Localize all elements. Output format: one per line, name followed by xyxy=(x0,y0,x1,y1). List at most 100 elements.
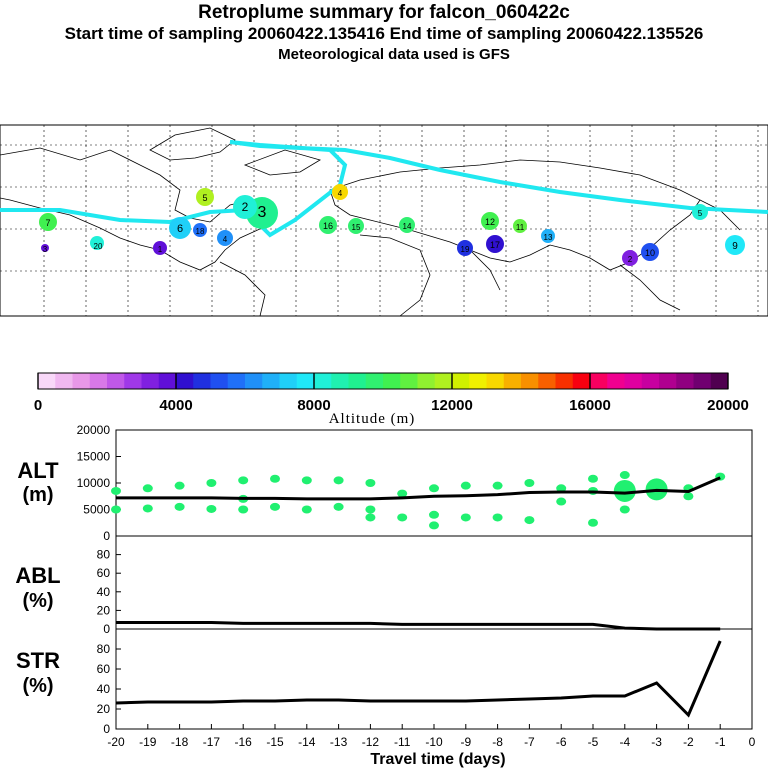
trajectory-cluster: 14 xyxy=(399,217,415,233)
colorbar-swatch xyxy=(365,373,384,389)
trajectory-cluster: 11 xyxy=(513,219,527,233)
colorbar-swatch xyxy=(434,373,453,389)
trajectory-cluster: 7 xyxy=(39,213,57,231)
trajectory-cluster: 5 xyxy=(692,204,708,220)
x-tick-label: -12 xyxy=(362,735,380,749)
str-unit: (%) xyxy=(22,675,53,697)
series-line xyxy=(116,620,721,631)
colorbar-swatch xyxy=(89,373,108,389)
y-tick-label: 60 xyxy=(97,662,111,676)
cluster-marker xyxy=(481,212,499,230)
colorbar-swatch xyxy=(572,373,591,389)
colorbar-tick-label: 8000 xyxy=(297,397,330,414)
y-tick-label: 80 xyxy=(97,548,111,562)
alt-scatter-point xyxy=(429,484,439,493)
x-tick-label: -4 xyxy=(619,735,630,749)
cluster-label: 12 xyxy=(485,217,495,227)
x-tick-label: -17 xyxy=(203,735,221,749)
trajectory-cluster: 4 xyxy=(332,184,348,200)
x-tick-label: -7 xyxy=(524,735,535,749)
colorbar-swatch xyxy=(590,373,608,389)
abl-label: ABL xyxy=(15,563,60,588)
alt-scatter-point xyxy=(301,476,312,485)
cluster-label: 18 xyxy=(196,227,205,236)
y-tick-label: 20 xyxy=(97,603,111,617)
colorbar-swatch xyxy=(486,373,505,389)
colorbar-swatch xyxy=(124,373,142,389)
trajectory-cluster: 12 xyxy=(481,212,499,230)
cluster-label: 17 xyxy=(490,240,500,250)
x-tick-label: -2 xyxy=(683,735,694,749)
cluster-label: 10 xyxy=(645,248,655,258)
cluster-marker xyxy=(319,216,337,234)
trajectory-cluster: 1 xyxy=(153,241,167,255)
colorbar-swatch xyxy=(107,373,125,389)
sampling-times: Start time of sampling 20060422.135416 E… xyxy=(64,24,704,43)
colorbar-swatch xyxy=(348,373,367,389)
abl-unit: (%) xyxy=(22,590,53,612)
cluster-marker xyxy=(233,195,257,219)
alt-scatter-point xyxy=(524,516,535,525)
y-tick-label: 60 xyxy=(97,566,111,580)
cluster-marker xyxy=(622,250,638,266)
colorbar-swatch xyxy=(521,373,539,389)
trajectory-cluster: 17 xyxy=(486,235,504,253)
colorbar-swatch xyxy=(245,373,263,389)
str-panel-frame xyxy=(115,628,753,730)
alt-scatter-point xyxy=(365,479,376,487)
colorbar-swatch xyxy=(158,373,177,389)
str-label: STR xyxy=(16,648,60,673)
y-tick-label: 80 xyxy=(97,642,111,656)
cluster-marker xyxy=(692,204,708,220)
colorbar-label: Altitude (m) xyxy=(329,411,416,427)
colorbar-swatch xyxy=(676,373,694,389)
x-tick-label: -1 xyxy=(715,735,726,749)
cluster-label: 5 xyxy=(202,193,207,203)
alt-scatter-point xyxy=(174,481,185,490)
x-tick-label: -18 xyxy=(171,735,189,749)
cluster-marker xyxy=(217,230,233,246)
x-tick-label: -5 xyxy=(588,735,599,749)
cluster-label: 4 xyxy=(338,189,343,198)
x-tick-label: -10 xyxy=(425,735,443,749)
alt-scatter-point xyxy=(619,505,630,514)
alt-scatter-point xyxy=(492,481,503,490)
trajectory-cluster: 13 xyxy=(541,229,555,243)
x-tick-label: -3 xyxy=(651,735,662,749)
trajectory-clusters: 32546789101112131415161718192012345 xyxy=(39,184,745,266)
cluster-label: 4 xyxy=(223,235,228,244)
map-panel: 32546789101112131415161718192012345 xyxy=(0,124,768,317)
alt-scatter-point xyxy=(397,513,408,522)
cluster-marker xyxy=(93,240,103,250)
colorbar-swatch xyxy=(659,373,677,389)
colorbar-swatch xyxy=(452,373,470,389)
alt-scatter-point xyxy=(333,476,344,485)
alt-scatter-point xyxy=(301,505,312,514)
alt-label: ALT xyxy=(17,458,59,483)
cluster-label: 2 xyxy=(628,255,633,264)
colorbar-swatch xyxy=(72,373,91,389)
colorbar-swatch xyxy=(555,373,574,389)
x-axis-title: Travel time (days) xyxy=(370,751,505,768)
colorbar-swatch xyxy=(331,373,349,389)
x-tick-label: 0 xyxy=(749,735,756,749)
colorbar-swatch xyxy=(38,373,56,389)
colorbar-swatch xyxy=(55,373,73,389)
colorbar-swatch xyxy=(417,373,436,389)
cluster-label: 6 xyxy=(177,223,183,235)
trajectory-cluster: 6 xyxy=(169,217,191,239)
abl-panel-frame xyxy=(115,535,753,630)
trajectory-cluster: 10 xyxy=(641,243,659,261)
alt-scatter-blob xyxy=(613,479,636,502)
colorbar-swatch xyxy=(383,373,401,389)
trajectory-cluster: 3 xyxy=(41,244,49,254)
alt-scatter-point xyxy=(238,505,249,514)
alt-scatter-point xyxy=(365,513,376,522)
x-tick-label: -8 xyxy=(492,735,503,749)
trajectory-cluster: 2 xyxy=(622,250,638,266)
time-series-panels: 0 5000 10000 15000 20000 0 20 40 60 80 0 20 40 60 80 -2… xyxy=(77,423,756,749)
colorbar-tick-label: 16000 xyxy=(569,397,611,414)
cluster-marker xyxy=(193,223,207,237)
alt-scatter-point xyxy=(460,481,471,490)
